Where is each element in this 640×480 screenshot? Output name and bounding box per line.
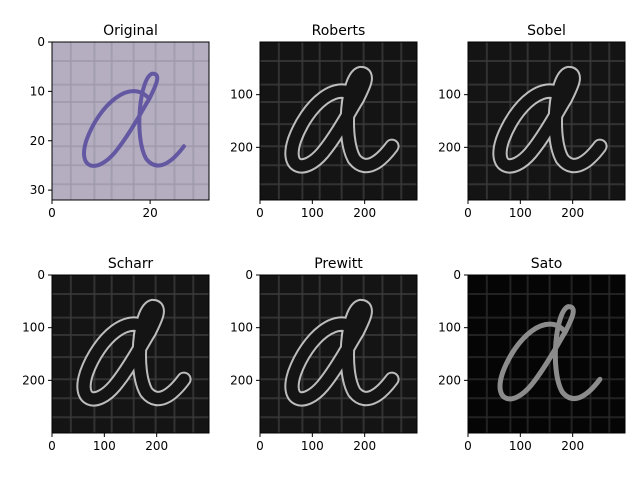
panel-original: Original 0 20 0 10 20 30 bbox=[30, 23, 210, 220]
axes-frame bbox=[259, 41, 418, 201]
image-sato bbox=[468, 275, 625, 433]
y-tick-label: 100 bbox=[230, 88, 253, 102]
y-tick-label: 0 bbox=[245, 268, 253, 282]
y-tick-label: 100 bbox=[438, 321, 461, 335]
panel-title: Sato bbox=[531, 256, 563, 272]
axes-frame bbox=[467, 274, 626, 434]
y-tick-label: 100 bbox=[438, 88, 461, 102]
letter-edge-inner bbox=[78, 300, 190, 405]
panel-title: Sobel bbox=[527, 23, 566, 39]
grid-texture bbox=[468, 275, 625, 433]
letter-stroke bbox=[497, 304, 603, 402]
y-tick-label: 0 bbox=[37, 268, 45, 282]
letter-edge-inner bbox=[286, 300, 398, 405]
panel-sobel: Sobel 0 100 200 100 200 bbox=[438, 23, 626, 220]
y-tick-label: 0 bbox=[453, 268, 461, 282]
panel-sato: Sato 0 100 200 0 100 200 bbox=[438, 256, 626, 453]
x-tick-label: 0 bbox=[256, 206, 264, 220]
x-tick-label: 20 bbox=[142, 206, 157, 220]
x-tick-label: 100 bbox=[509, 439, 532, 453]
axes-frame bbox=[259, 274, 418, 434]
image-original bbox=[52, 42, 209, 200]
panel-scharr: Scharr 0 100 200 0 100 200 bbox=[22, 256, 210, 453]
x-tick-label: 0 bbox=[464, 439, 472, 453]
letter-edge-inner bbox=[494, 67, 606, 172]
grid-texture bbox=[52, 42, 209, 200]
x-tick-label: 100 bbox=[301, 439, 324, 453]
axes-frame bbox=[51, 274, 210, 434]
y-tick-label: 20 bbox=[30, 134, 45, 148]
y-tick-label: 10 bbox=[30, 84, 45, 98]
panel-title: Prewitt bbox=[314, 256, 363, 272]
axes-frame bbox=[51, 41, 210, 201]
axes-frame bbox=[467, 41, 626, 201]
x-tick-label: 0 bbox=[48, 439, 56, 453]
x-tick-label: 200 bbox=[353, 206, 376, 220]
x-tick-label: 200 bbox=[353, 439, 376, 453]
panel-title: Roberts bbox=[312, 23, 366, 39]
x-tick-label: 0 bbox=[48, 206, 56, 220]
letter-stroke bbox=[82, 71, 186, 168]
y-tick-label: 200 bbox=[230, 373, 253, 387]
panel-roberts: Roberts 0 100 200 100 200 bbox=[230, 23, 418, 220]
y-tick-label: 200 bbox=[230, 140, 253, 154]
y-tick-label: 200 bbox=[22, 373, 45, 387]
y-tick-label: 100 bbox=[230, 321, 253, 335]
x-tick-label: 200 bbox=[561, 439, 584, 453]
y-tick-label: 200 bbox=[438, 373, 461, 387]
x-tick-label: 100 bbox=[93, 439, 116, 453]
y-tick-label: 30 bbox=[30, 183, 45, 197]
x-tick-label: 100 bbox=[509, 206, 532, 220]
y-tick-label: 0 bbox=[37, 35, 45, 49]
x-tick-label: 200 bbox=[145, 439, 168, 453]
y-tick-label: 200 bbox=[438, 140, 461, 154]
x-tick-label: 100 bbox=[301, 206, 324, 220]
x-tick-label: 200 bbox=[561, 206, 584, 220]
panel-title: Scharr bbox=[108, 256, 154, 272]
panel-title: Original bbox=[103, 23, 158, 39]
panel-prewitt: Prewitt 0 100 200 0 100 200 bbox=[230, 256, 418, 453]
letter-edge-inner bbox=[286, 67, 398, 172]
x-tick-label: 0 bbox=[256, 439, 264, 453]
y-tick-label: 100 bbox=[22, 321, 45, 335]
x-tick-label: 0 bbox=[464, 206, 472, 220]
